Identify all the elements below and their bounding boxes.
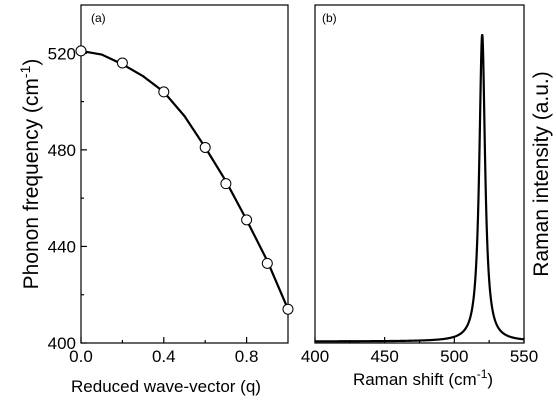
data-point: [199, 141, 211, 153]
panel-a-frame: [80, 4, 289, 344]
panel-a-ylabel-close: ): [20, 59, 43, 66]
panel-b-xtick-label: 450: [370, 347, 398, 366]
data-point: [220, 178, 232, 190]
panel-a-ytick-label: 520: [48, 44, 76, 63]
panel-a-tag: (a): [91, 11, 106, 25]
panel-b-xtick-label: 400: [301, 347, 329, 366]
data-point: [241, 214, 253, 226]
panel-b-xlabel: Raman shift (cm-1): [353, 367, 493, 389]
panel-a-fit-line: [80, 49, 290, 310]
panel-a-ytick-label: 480: [48, 141, 76, 160]
panel-a: (a) 0.0 0.4 0.8 400 440 480 520 Reduced wave-v…: [17, 4, 294, 396]
panel-b-tag: (b): [322, 11, 337, 25]
panel-a-xtick-label: 0.8: [235, 347, 259, 366]
panel-b-xlabel-close: ): [487, 370, 493, 389]
panel-a-ylabel-sup: -1: [17, 65, 33, 78]
panel-a-tick-labels: 0.0 0.4 0.8 400 440 480 520: [48, 44, 259, 366]
data-point: [116, 57, 128, 69]
panel-a-ytick-label: 440: [48, 237, 76, 256]
panel-a-ylabel-main: Phonon frequency (cm: [20, 78, 43, 289]
panel-b-spectrum-line: [315, 34, 525, 343]
data-point: [75, 45, 87, 57]
panel-a-xtick-label: 0.0: [69, 347, 93, 366]
panel-b-xtick-label: 500: [440, 347, 468, 366]
panel-a-data-points: [75, 45, 294, 315]
panel-b-tick-labels: 400 450 500 550: [301, 347, 538, 366]
panel-b: (b) 400 450 500 550 Raman shift (cm-1) Rama…: [301, 4, 553, 389]
panel-a-ytick-label: 400: [48, 334, 76, 353]
data-point: [282, 303, 294, 315]
panel-a-xtick-label: 0.4: [152, 347, 176, 366]
panel-b-ylabel: Raman intensity (a.u.): [530, 71, 553, 276]
panel-b-frame: [314, 4, 525, 344]
data-point: [261, 257, 273, 269]
panel-a-ylabel: Phonon frequency (cm-1): [17, 59, 43, 290]
panel-a-xlabel: Reduced wave-vector (q): [71, 377, 261, 396]
panel-b-xtick-label: 550: [510, 347, 538, 366]
panel-b-xlabel-main: Raman shift (cm: [353, 370, 477, 389]
panel-b-xlabel-sup: -1: [477, 367, 488, 381]
data-point: [158, 86, 170, 98]
